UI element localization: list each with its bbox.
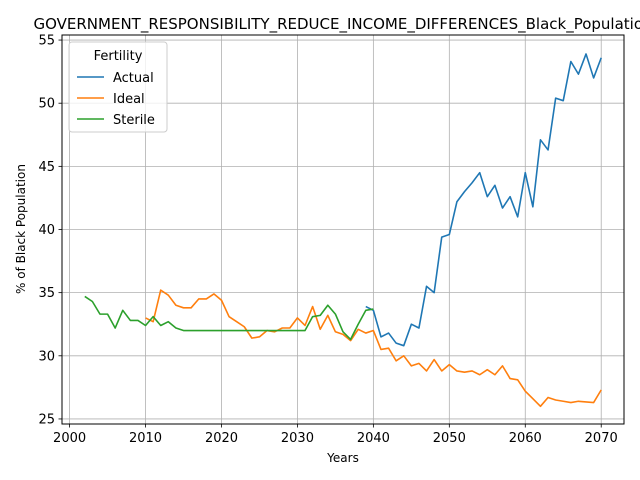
y-tick-label: 45 bbox=[38, 160, 55, 175]
x-tick-label: 2000 bbox=[53, 431, 86, 446]
x-tick-label: 2050 bbox=[433, 431, 466, 446]
y-axis: 25 30 35 40 45 50 55 bbox=[38, 34, 62, 427]
x-tick-label: 2020 bbox=[205, 431, 238, 446]
y-tick-label: 55 bbox=[38, 34, 55, 49]
y-axis-label: % of Black Population bbox=[14, 164, 28, 294]
x-tick-label: 2060 bbox=[509, 431, 542, 446]
grid bbox=[62, 35, 624, 424]
y-tick-label: 25 bbox=[38, 412, 55, 427]
legend: Fertility Actual Ideal Sterile bbox=[68, 41, 168, 133]
y-tick-label: 30 bbox=[38, 349, 55, 364]
legend-box bbox=[68, 41, 168, 133]
chart-title: GOVERNMENT_RESPONSIBILITY_REDUCE_INCOME_… bbox=[33, 15, 640, 34]
legend-title: Fertility bbox=[94, 49, 143, 64]
series-lines bbox=[84, 53, 602, 408]
x-tick-label: 2070 bbox=[585, 431, 618, 446]
x-tick-label: 2040 bbox=[357, 431, 390, 446]
series-line-sterile bbox=[84, 295, 374, 341]
y-tick-label: 35 bbox=[38, 286, 55, 301]
y-tick-label: 40 bbox=[38, 223, 55, 238]
x-tick-label: 2030 bbox=[281, 431, 314, 446]
legend-label-actual: Actual bbox=[113, 71, 154, 86]
x-axis: 2000 2010 2020 2030 2040 2050 2060 2070 bbox=[53, 424, 618, 446]
y-tick-label: 50 bbox=[38, 97, 55, 112]
x-tick-label: 2010 bbox=[129, 431, 162, 446]
legend-label-sterile: Sterile bbox=[113, 113, 155, 128]
x-axis-label: Years bbox=[326, 451, 359, 465]
series-line-actual bbox=[365, 53, 602, 347]
legend-label-ideal: Ideal bbox=[113, 92, 145, 107]
series-line-ideal bbox=[145, 289, 602, 408]
